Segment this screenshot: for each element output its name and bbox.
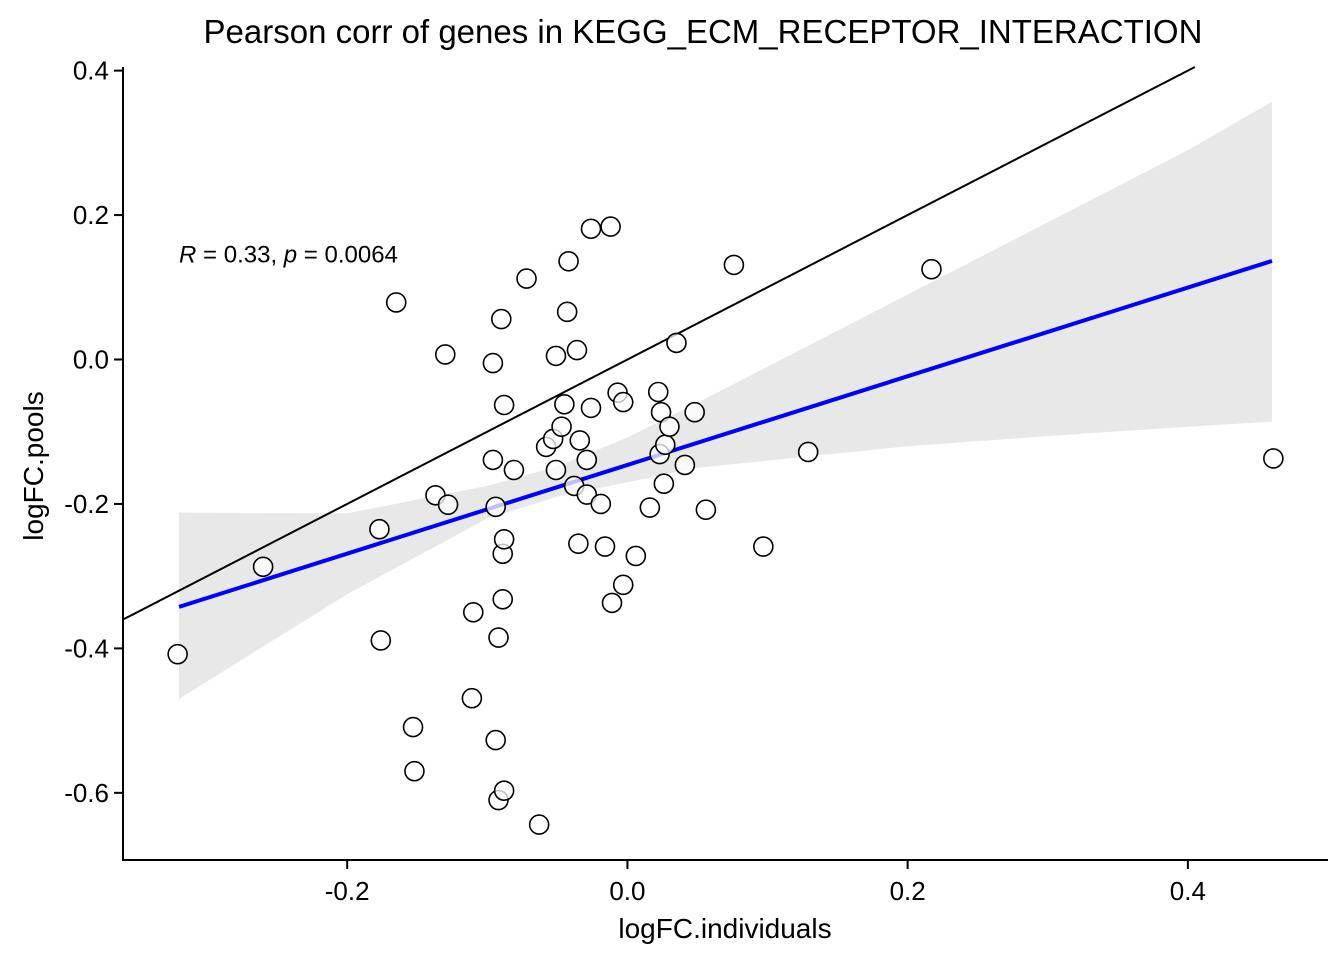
y-tick-label: 0.0 [73, 345, 109, 375]
data-point-53 [647, 381, 669, 403]
data-point-11 [461, 687, 483, 709]
data-point-57 [654, 434, 676, 456]
x-tick-label: 0.2 [890, 876, 926, 906]
data-point-22 [493, 529, 515, 550]
data-point-33 [554, 393, 575, 415]
data-point-24 [493, 780, 515, 801]
data-point-66 [921, 258, 942, 280]
y-axis-label: logFC.pools [18, 391, 49, 540]
y-tick-label: -0.6 [64, 778, 109, 808]
data-point-5 [385, 292, 407, 313]
data-point-9 [437, 494, 459, 515]
data-point-10 [434, 344, 456, 365]
data-point-60 [674, 454, 696, 476]
data-point-14 [482, 352, 504, 374]
data-point-56 [653, 473, 675, 495]
data-point-4 [370, 630, 392, 651]
data-point-19 [491, 308, 512, 330]
data-point-40 [576, 484, 598, 505]
x-tick-label: 0.0 [609, 876, 645, 906]
correlation-annotation: R = 0.33, p = 0.0064 [179, 242, 398, 269]
data-point-49 [612, 574, 634, 596]
x-axis-ticks: -0.2 0.0 0.2 0.4 [325, 860, 1206, 906]
data-point-32 [551, 416, 572, 437]
data-point-52 [639, 497, 661, 518]
data-point-63 [723, 254, 745, 276]
data-point-41 [576, 449, 598, 471]
data-point-67 [1263, 448, 1284, 469]
data-point-39 [569, 430, 591, 451]
data-point-1 [167, 643, 188, 665]
data-point-25 [503, 459, 525, 481]
y-tick-label: -0.4 [64, 633, 109, 663]
x-axis-label: logFC.individuals [618, 913, 831, 944]
data-point-38 [568, 533, 589, 554]
data-point-62 [695, 499, 717, 521]
axes: -0.2 0.0 0.2 0.4 -0.6 -0.4 -0.2 0.0 0.2 0.4 [64, 56, 1328, 906]
x-tick-label: 0.4 [1170, 876, 1206, 906]
x-tick-label: -0.2 [325, 876, 370, 906]
data-point-51 [625, 545, 647, 567]
y-tick-label: 0.2 [73, 200, 109, 230]
identity-line [122, 66, 1196, 621]
data-point-44 [590, 493, 612, 515]
data-point-64 [753, 536, 774, 557]
data-point-6 [402, 716, 424, 738]
data-point-45 [594, 536, 616, 557]
data-point-23 [493, 394, 515, 416]
plot-area [122, 66, 1284, 835]
data-point-50 [612, 391, 634, 413]
data-point-20 [492, 588, 514, 610]
p-symbol: p [283, 242, 297, 269]
data-point-26 [516, 268, 537, 289]
data-point-12 [462, 601, 484, 623]
data-point-42 [580, 397, 602, 419]
confidence-band [179, 101, 1272, 699]
data-point-43 [580, 218, 602, 240]
p-value: = 0.0064 [297, 242, 398, 269]
data-point-47 [601, 592, 623, 614]
data-point-7 [404, 760, 425, 782]
data-point-61 [684, 401, 705, 423]
data-point-59 [666, 332, 687, 354]
data-point-18 [488, 627, 509, 648]
data-point-2 [252, 556, 274, 578]
data-point-3 [369, 518, 390, 540]
data-point-58 [659, 416, 680, 437]
r-value: = 0.33, [196, 242, 283, 269]
points-layer [167, 216, 1284, 835]
data-point-13 [482, 449, 504, 471]
data-point-15 [485, 496, 507, 518]
data-point-27 [528, 814, 550, 835]
data-point-34 [556, 301, 578, 323]
chart-title: Pearson corr of genes in KEGG_ECM_RECEPT… [204, 13, 1203, 50]
y-axis-ticks: -0.6 -0.4 -0.2 0.0 0.2 0.4 [64, 56, 123, 808]
regression-line [178, 259, 1273, 609]
data-point-37 [566, 339, 588, 361]
data-point-35 [558, 250, 579, 272]
r-symbol: R [179, 242, 196, 269]
data-point-16 [485, 729, 507, 751]
data-point-46 [600, 216, 621, 237]
y-tick-label: -0.2 [64, 489, 109, 519]
data-point-65 [797, 441, 819, 463]
data-point-30 [545, 459, 567, 481]
data-point-31 [545, 345, 567, 367]
y-tick-label: 0.4 [73, 56, 109, 86]
